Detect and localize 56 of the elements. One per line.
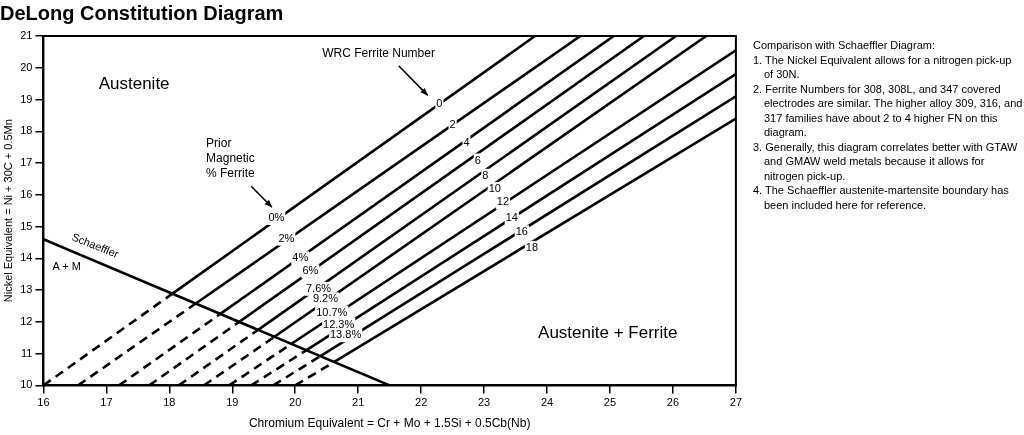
annotation: 10 xyxy=(488,182,501,195)
x-tick-label: 25 xyxy=(603,396,617,409)
annotation: 9.2% xyxy=(312,292,339,305)
text: 3. Generally, this diagram correlates better with GTAW and GMAW weld metals because it allows for nitrogen pick-up. xyxy=(753,139,1019,183)
annotation: 2% xyxy=(278,231,295,244)
y-tick-label: 20 xyxy=(20,60,33,73)
x-tick-label: 18 xyxy=(163,396,176,409)
text: 1. The Nickel Equivalent allows for a nitrogen pick-up of 30N. xyxy=(753,52,1013,82)
text: 2. Ferrite Numbers for 308, 308L, and 347 covered electrodes are similar. The higher alloy 309, 316, and 317 families have about 2 to 4 higher FN on this diagram. xyxy=(753,81,1023,140)
annotation: 2 xyxy=(449,117,456,130)
y-tick-label: 18 xyxy=(20,124,33,137)
annotation: 7.6% xyxy=(305,281,332,294)
annotation: 13.8% xyxy=(329,328,362,341)
y-tick-label: 19 xyxy=(20,92,33,105)
x-tick-label: 19 xyxy=(226,396,239,409)
annotation: 0 xyxy=(436,97,443,110)
annotation: Prior Magnetic % Ferrite xyxy=(206,135,255,181)
y-tick-label: 21 xyxy=(20,29,33,42)
annotation: 8 xyxy=(482,168,489,181)
y-tick-label: 13 xyxy=(20,283,33,296)
annotation: 12 xyxy=(496,195,510,208)
annotation: 10.7% xyxy=(316,305,348,318)
y-tick-label: 10 xyxy=(20,378,33,391)
annotation: 14 xyxy=(505,211,518,224)
x-tick-label: 16 xyxy=(37,396,50,409)
annotation: 16 xyxy=(515,225,528,238)
annotation: 18 xyxy=(525,240,539,253)
x-tick-label: 21 xyxy=(352,396,365,409)
x-tick-label: 22 xyxy=(415,396,428,409)
x-tick-label: 23 xyxy=(477,396,491,409)
chart-title: DeLong Constitution Diagram xyxy=(0,1,284,24)
annotation: 4 xyxy=(463,136,470,149)
y-tick-label: 11 xyxy=(21,346,33,359)
annotation: 12.3% xyxy=(323,317,355,330)
y-tick-label: 17 xyxy=(20,156,33,169)
x-tick-label: 24 xyxy=(540,396,554,409)
annotation: Austenite + Ferrite xyxy=(538,322,678,344)
annotation: 6% xyxy=(302,264,319,277)
annotation: Austenite xyxy=(98,73,170,95)
annotation: 6 xyxy=(474,153,481,166)
x-tick-label: 26 xyxy=(666,396,680,409)
y-axis-title: Nickel Equivalent = Ni + 30C + 0.5Mn xyxy=(1,119,14,303)
y-tick-label: 12 xyxy=(20,314,33,327)
annotation: WRC Ferrite Number xyxy=(322,45,435,61)
x-tick-label: 17 xyxy=(100,396,113,409)
text: Comparison with Schaeffler Diagram: xyxy=(753,38,936,53)
y-tick-label: 14 xyxy=(20,251,33,264)
text: 4. The Schaeffler austenite-martensite boundary has been included here for reference. xyxy=(753,183,1010,212)
x-tick-label: 20 xyxy=(289,396,302,409)
y-tick-label: 16 xyxy=(20,187,33,200)
annotation: 0% xyxy=(268,211,285,224)
annotation: A + M xyxy=(52,260,81,273)
y-tick-label: 15 xyxy=(20,219,33,232)
x-tick-label: 27 xyxy=(729,396,743,409)
x-axis-title: Chromium Equivalent = Cr + Mo + 1.5Si + 0.5Cb(Nb) xyxy=(248,416,531,431)
annotation: 4% xyxy=(292,251,309,264)
